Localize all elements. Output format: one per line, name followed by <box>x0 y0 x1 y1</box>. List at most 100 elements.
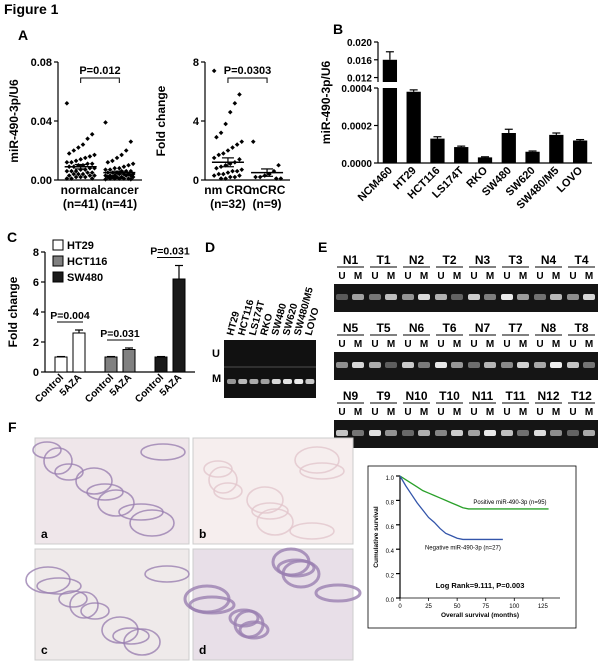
tissue-gland <box>289 522 335 540</box>
gel-band <box>402 294 414 300</box>
data-point <box>89 161 95 167</box>
data-point <box>232 174 238 180</box>
lane-label: U <box>536 271 543 282</box>
gel-band <box>567 430 579 436</box>
y-tick-label: 4 <box>193 116 200 128</box>
lane-label: M <box>486 339 494 350</box>
bar <box>54 356 68 373</box>
data-point <box>107 176 113 181</box>
data-point <box>123 148 129 153</box>
lane-label: U <box>437 407 444 418</box>
gel-band <box>468 430 480 436</box>
data-point <box>123 173 129 178</box>
x-tick-label: 75 <box>482 604 489 610</box>
gel-band <box>418 430 430 436</box>
lane-label: M <box>420 271 428 282</box>
gel-band <box>517 362 529 368</box>
sample-label: T4 <box>574 253 588 267</box>
gel-band <box>468 362 480 368</box>
bar <box>406 91 421 163</box>
lane-label: M <box>519 339 527 350</box>
x-tick-label: 50 <box>454 604 461 610</box>
y-tick-label: 0.08 <box>31 57 52 69</box>
sample-label: N5 <box>343 321 359 335</box>
tissue-gland <box>112 627 150 645</box>
gel-band <box>567 294 579 300</box>
panel-letter: E <box>318 239 327 255</box>
y-tick-label: 0.8 <box>386 500 395 506</box>
lane-label: U <box>503 407 510 418</box>
tissue-gland <box>129 509 175 537</box>
row-label: M <box>212 373 221 385</box>
data-point <box>89 170 95 175</box>
sample-label: N4 <box>541 253 557 267</box>
data-point <box>119 152 124 158</box>
panel-letter: A <box>18 27 28 43</box>
tissue-gland <box>314 583 362 603</box>
lane-label: M <box>486 271 494 282</box>
sample-label: N10 <box>405 389 427 403</box>
lane-label: M <box>552 271 560 282</box>
significance-bracket <box>227 77 268 83</box>
lane-label: M <box>585 339 593 350</box>
legend-label: HT29 <box>67 240 94 252</box>
tissue-gland <box>238 620 270 640</box>
data-point <box>239 139 245 144</box>
gel-band <box>534 294 546 300</box>
y-tick-label: 0 <box>193 175 199 187</box>
data-point <box>237 157 242 162</box>
significance-bracket <box>80 77 120 83</box>
bar <box>104 356 118 373</box>
sample-label: N3 <box>475 253 491 267</box>
data-point <box>253 174 258 180</box>
lane-label: M <box>585 271 593 282</box>
data-point <box>211 68 217 74</box>
sample-label: T5 <box>376 321 390 335</box>
lane-label: U <box>338 339 345 350</box>
data-point <box>64 168 70 174</box>
y-tick-label: 0.0 <box>386 598 395 604</box>
gel-band <box>451 362 463 368</box>
data-point <box>103 173 108 178</box>
data-point <box>218 130 224 136</box>
data-point <box>92 165 97 171</box>
lane-label: M <box>552 339 560 350</box>
tissue-gland <box>97 489 135 517</box>
bar <box>477 157 493 163</box>
lane-label: U <box>470 271 477 282</box>
bar <box>572 140 588 163</box>
lane-label: M <box>486 407 494 418</box>
gel-band <box>352 294 364 300</box>
data-point <box>223 176 228 181</box>
data-point <box>234 168 240 174</box>
tissue-gland <box>75 467 113 495</box>
y-tick-label: 4 <box>33 307 40 319</box>
tissue-gland <box>299 462 345 480</box>
y-axis-label: Fold change <box>154 85 168 156</box>
chart-frame <box>367 465 577 629</box>
x-tick-label: 25 <box>425 604 432 610</box>
legend-swatch <box>52 271 64 283</box>
data-point <box>223 121 228 127</box>
lane-label: M <box>552 407 560 418</box>
data-point <box>107 167 113 172</box>
data-point <box>128 176 134 182</box>
tissue-gland <box>69 591 99 619</box>
lane-label: U <box>470 339 477 350</box>
p-value: P=0.0303 <box>224 65 271 77</box>
y-tick-label: 8 <box>33 247 39 259</box>
lane-label: U <box>536 407 543 418</box>
data-point <box>234 142 240 147</box>
lane-label: M <box>453 339 461 350</box>
p-value: P=0.004 <box>50 310 90 322</box>
data-point <box>230 145 235 150</box>
data-point <box>103 167 108 172</box>
data-point <box>250 139 256 144</box>
gel-band <box>484 294 496 300</box>
lane-label: M <box>453 407 461 418</box>
y-tick-label: 0.0002 <box>341 122 372 133</box>
x-tick-note: (n=41) <box>101 197 137 211</box>
gel-band <box>385 362 397 368</box>
lane-label: U <box>371 271 378 282</box>
data-point <box>110 158 115 164</box>
